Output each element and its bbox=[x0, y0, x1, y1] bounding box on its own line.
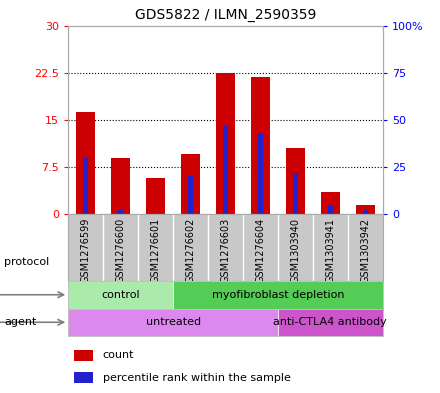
Text: GSM1276601: GSM1276601 bbox=[150, 218, 161, 283]
Bar bbox=[278, 309, 383, 336]
Bar bbox=[181, 154, 200, 214]
Text: GSM1276599: GSM1276599 bbox=[81, 218, 91, 283]
Text: protocol: protocol bbox=[4, 257, 50, 267]
Bar bbox=[68, 281, 173, 309]
Bar bbox=[173, 281, 383, 309]
Bar bbox=[146, 178, 165, 214]
Bar bbox=[111, 158, 130, 214]
Bar bbox=[356, 205, 375, 214]
Text: GSM1303942: GSM1303942 bbox=[360, 218, 370, 283]
Text: percentile rank within the sample: percentile rank within the sample bbox=[103, 373, 291, 383]
Bar bbox=[363, 210, 368, 214]
Bar bbox=[83, 158, 88, 214]
Bar bbox=[118, 210, 123, 214]
Text: GSM1303940: GSM1303940 bbox=[290, 218, 301, 283]
Text: agent: agent bbox=[4, 317, 37, 327]
Bar bbox=[321, 192, 340, 214]
Text: GSM1276602: GSM1276602 bbox=[186, 218, 195, 283]
Bar bbox=[74, 350, 93, 361]
Text: control: control bbox=[101, 290, 140, 300]
Bar bbox=[76, 112, 95, 214]
Bar bbox=[251, 77, 270, 214]
Bar bbox=[68, 309, 278, 336]
Bar bbox=[74, 373, 93, 383]
Bar bbox=[258, 133, 263, 214]
Title: GDS5822 / ILMN_2590359: GDS5822 / ILMN_2590359 bbox=[135, 8, 316, 22]
Bar bbox=[216, 73, 235, 214]
Bar bbox=[286, 148, 305, 214]
Bar bbox=[328, 205, 333, 214]
Bar bbox=[223, 125, 228, 214]
Bar bbox=[188, 176, 193, 214]
Text: GSM1276603: GSM1276603 bbox=[220, 218, 231, 283]
Bar bbox=[293, 173, 298, 214]
Text: myofibroblast depletion: myofibroblast depletion bbox=[212, 290, 344, 300]
Text: untreated: untreated bbox=[146, 317, 201, 327]
Text: GSM1276604: GSM1276604 bbox=[256, 218, 265, 283]
Text: count: count bbox=[103, 350, 134, 360]
Text: GSM1303941: GSM1303941 bbox=[325, 218, 335, 283]
Text: anti-CTLA4 antibody: anti-CTLA4 antibody bbox=[274, 317, 387, 327]
Text: GSM1276600: GSM1276600 bbox=[116, 218, 126, 283]
